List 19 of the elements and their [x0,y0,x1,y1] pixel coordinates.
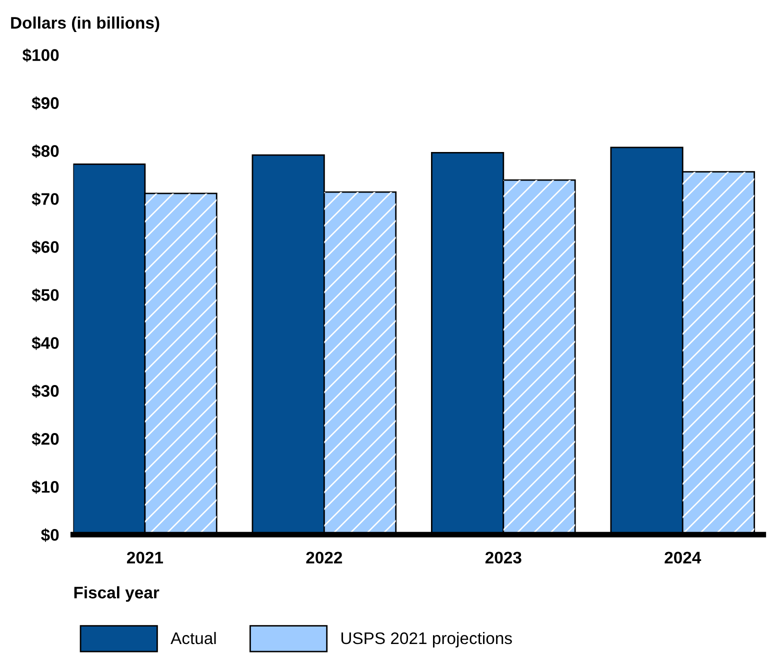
y-tick-label: $0 [41,528,59,542]
y-tick-label: $60 [32,240,59,254]
y-tick-label: $50 [32,288,59,302]
y-tick-label: $100 [22,48,59,62]
legend-label: Actual [170,632,216,644]
x-tick-label: 2022 [306,552,342,564]
y-tick-label: $90 [32,96,59,110]
y-tick-label: $20 [32,432,59,446]
x-tick-label: 2021 [126,552,164,564]
y-tick-label: $30 [32,384,59,398]
y-tick-label: $40 [32,336,59,350]
y-tick-label: $70 [32,192,59,206]
x-axis-title: Fiscal year [74,586,160,602]
legend-label: USPS 2021 projections [341,632,512,648]
y-axis-title: Dollars (in billions) [11,16,160,32]
x-tick-label: 2023 [485,552,522,564]
x-tick-label: 2024 [664,552,702,564]
y-tick-label: $80 [32,144,59,158]
y-tick-label: $10 [32,480,59,494]
